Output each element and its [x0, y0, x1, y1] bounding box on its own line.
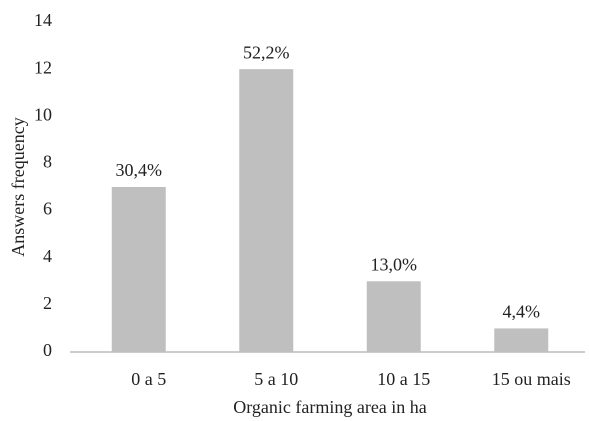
annotation: 13,0%	[371, 254, 418, 274]
y-axis-label: Answers frequency	[8, 117, 28, 256]
x-axis-label: Organic farming area in ha	[233, 397, 427, 417]
y-tick-label: 6	[43, 199, 52, 219]
y-tick-label: 8	[43, 152, 52, 172]
y-tick-label: 10	[34, 104, 52, 124]
bar	[111, 187, 166, 352]
bar	[239, 69, 294, 353]
y-tick-label: 4	[43, 246, 52, 266]
bar	[494, 328, 549, 352]
y-tick-label: 0	[43, 340, 52, 360]
bar	[366, 281, 421, 352]
x-tick-label: 0 a 5	[131, 369, 166, 389]
y-tick-label: 2	[43, 293, 52, 313]
annotation: 4,4%	[503, 302, 541, 322]
y-tick-label: 14	[34, 10, 52, 30]
y-tick-label: 12	[34, 57, 52, 77]
x-tick-label: 15 ou mais	[492, 369, 571, 389]
annotation: 52,2%	[243, 42, 290, 62]
x-tick-label: 5 a 10	[254, 369, 298, 389]
x-tick-label: 10 a 15	[377, 369, 430, 389]
annotation: 30,4%	[116, 160, 163, 180]
